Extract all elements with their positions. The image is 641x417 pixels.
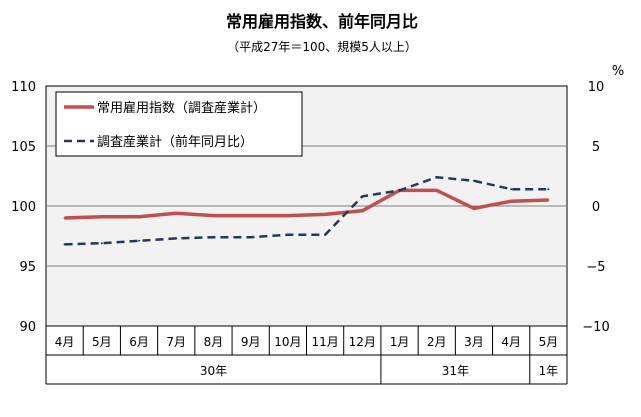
- left-axis-tick-label: 105: [11, 140, 36, 155]
- group-label: 31年: [442, 364, 469, 378]
- employment-index-point: [212, 214, 215, 217]
- category-tick-label: 6月: [129, 335, 149, 349]
- left-axis-tick-label: 95: [19, 260, 36, 275]
- yoy-change-point: [361, 195, 364, 198]
- left-axis-tick-label: 100: [11, 200, 36, 215]
- yoy-change-point: [100, 242, 103, 245]
- employment-index-point: [63, 217, 66, 219]
- employment-index-point: [100, 215, 103, 218]
- category-tick-label: 9月: [241, 335, 261, 349]
- employment-index-point: [547, 199, 550, 201]
- category-tick-label: 1月: [390, 335, 410, 349]
- category-tick-label: 4月: [55, 335, 75, 349]
- group-label: 1年: [539, 364, 559, 378]
- category-tick-label: 10月: [274, 335, 301, 349]
- category-tick-label: 5月: [92, 335, 112, 349]
- right-axis-tick-label: 0: [592, 200, 600, 215]
- category-tick-label: 2月: [427, 335, 447, 349]
- yoy-change-point: [249, 236, 252, 239]
- employment-index-point: [472, 207, 475, 210]
- yoy-change-point: [435, 176, 438, 179]
- right-axis-tick-label: −10: [582, 320, 609, 335]
- right-axis-tick-label: −5: [586, 260, 605, 275]
- legend-label-yoy: 調査産業計（前年同月比）: [97, 134, 253, 150]
- yoy-change-point: [398, 189, 401, 192]
- chart-title: 常用雇用指数、前年同月比: [226, 12, 418, 31]
- yoy-change-point: [472, 179, 475, 182]
- category-tick-label: 7月: [166, 335, 186, 349]
- employment-index-point: [249, 214, 252, 217]
- category-tick-label: 12月: [349, 335, 376, 349]
- yoy-change-point: [510, 188, 513, 191]
- category-tick-label: 5月: [539, 335, 559, 349]
- yoy-change-point: [547, 188, 550, 191]
- right-axis-unit: %: [612, 64, 624, 79]
- yoy-change-point: [212, 236, 215, 239]
- employment-index-point: [324, 213, 327, 216]
- legend-label-index: 常用雇用指数（調査産業計）: [97, 100, 266, 116]
- yoy-change-point: [324, 233, 327, 236]
- category-tick-label: 11月: [311, 335, 338, 349]
- category-tick-label: 8月: [204, 335, 224, 349]
- left-axis-tick-label: 110: [11, 80, 36, 95]
- category-tick-label: 4月: [501, 335, 521, 349]
- chart-subtitle: （平成27年＝100、規模5人以上）: [227, 39, 417, 54]
- category-tick-label: 3月: [464, 335, 484, 349]
- employment-index-point: [361, 209, 364, 212]
- employment-index-line: [64, 188, 549, 220]
- yoy-change-point: [175, 237, 178, 240]
- employment-index-point: [175, 212, 178, 215]
- legend-box: [55, 91, 303, 157]
- employment-index-point: [510, 200, 513, 203]
- employment-index-point: [435, 189, 438, 192]
- yoy-change-point: [286, 233, 289, 236]
- right-axis-tick-label: 10: [588, 80, 605, 95]
- yoy-change-point: [63, 243, 66, 246]
- employment-index-point: [138, 215, 141, 218]
- yoy-change-line: [64, 175, 549, 246]
- legend: 常用雇用指数（調査産業計） 調査産業計（前年同月比）: [55, 91, 303, 157]
- employment-index-point: [286, 214, 289, 217]
- left-axis-tick-label: 90: [19, 320, 36, 335]
- group-label: 30年: [200, 364, 227, 378]
- right-axis-tick-label: 5: [592, 140, 600, 155]
- yoy-change-point: [138, 239, 141, 242]
